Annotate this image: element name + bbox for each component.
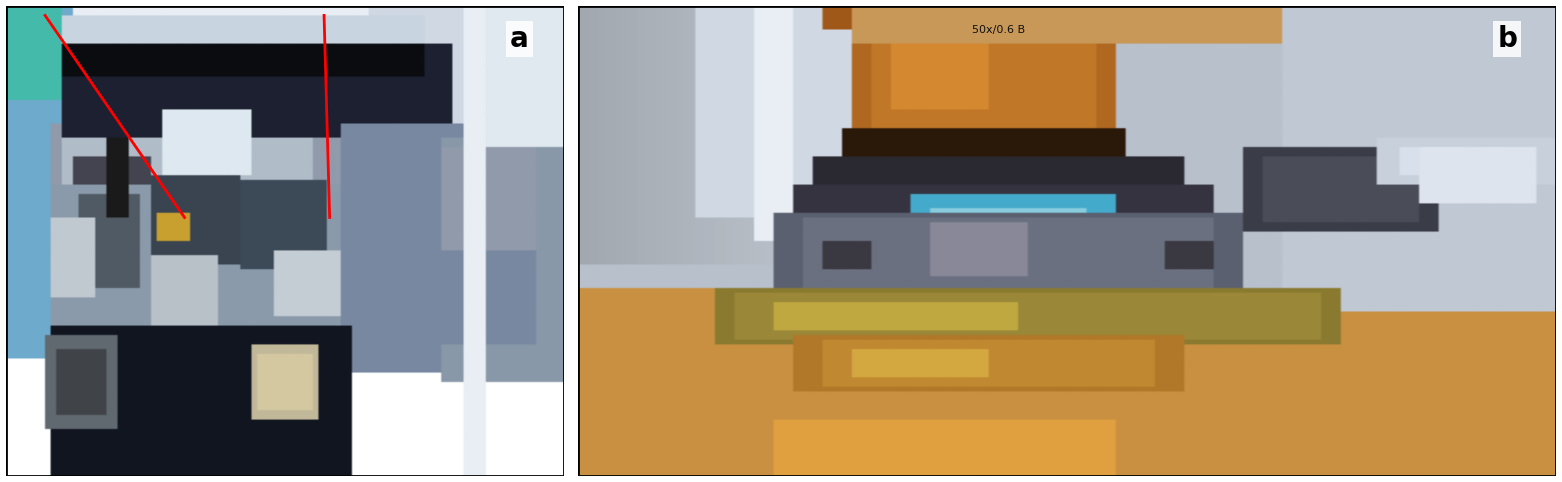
Text: a: a xyxy=(509,25,528,53)
Text: b: b xyxy=(1496,25,1517,53)
Text: 50x/0.6 B: 50x/0.6 B xyxy=(972,25,1025,35)
